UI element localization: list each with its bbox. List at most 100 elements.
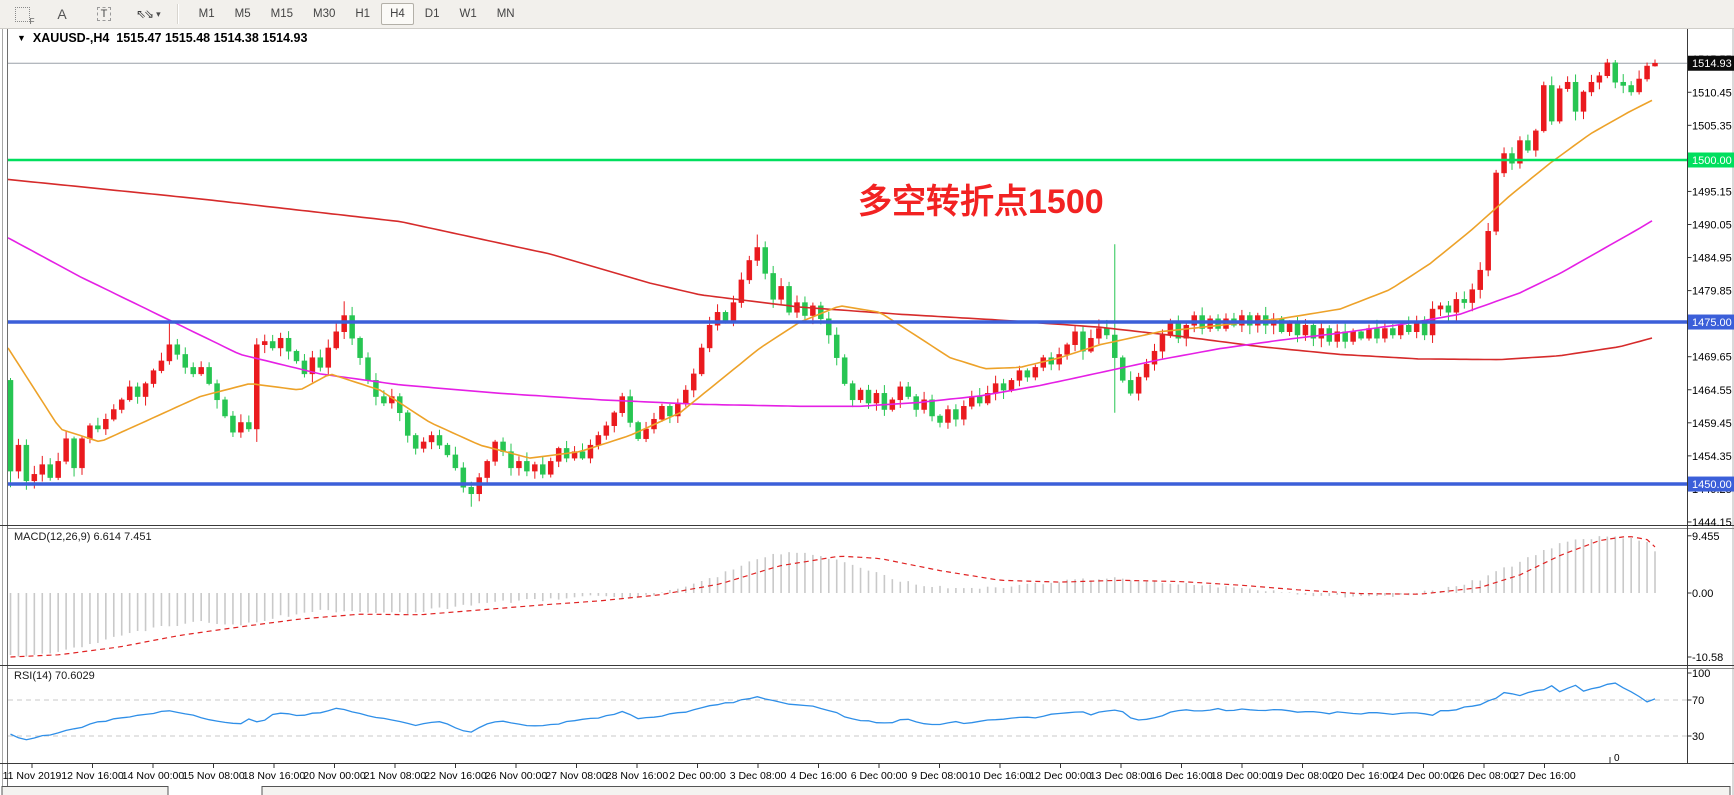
candle [214,379,220,409]
candle [1366,324,1372,341]
symbol-dropdown-icon[interactable]: ▼ [17,33,26,43]
candle [921,391,927,414]
bottom-panel-right[interactable] [261,786,1731,795]
candle [285,331,292,360]
candle [762,241,768,280]
macd-label: MACD(12,26,9) 6.614 7.451 [14,531,152,543]
timeframe-button-W1[interactable]: W1 [450,3,485,25]
timeframe-button-M1[interactable]: M1 [190,3,224,25]
candle [166,323,173,365]
candle [976,388,983,407]
indicator-axes: 9.455 0.00 -10.58 100 70 30 [1687,531,1723,743]
bottom-panel-left[interactable] [1,786,169,795]
candle [826,311,832,344]
text-box-button[interactable]: T [90,2,118,26]
svg-text:0: 0 [1614,753,1620,764]
candle [1652,59,1658,67]
candle [63,430,69,465]
candle [333,322,339,350]
candle [1088,329,1094,354]
svg-text:2 Dec 00:00: 2 Dec 00:00 [669,770,726,782]
candle [524,452,530,477]
toolbar-separator [176,4,179,24]
candle [1517,136,1523,169]
timeframe-button-D1[interactable]: D1 [416,3,449,25]
rsi-label: RSI(14) 70.6029 [14,670,95,682]
template-grid-button[interactable]: F [8,2,36,26]
candle [246,415,252,432]
candle [778,278,784,306]
candle [87,423,93,444]
svg-text:27 Dec 16:00: 27 Dec 16:00 [1513,770,1576,782]
candle [293,349,300,364]
candle [881,385,888,416]
timeframe-button-MN[interactable]: MN [488,3,524,25]
textbox-t-icon: T [96,7,112,21]
candle [1072,325,1078,352]
candle [55,452,61,481]
arrows-icon: ⇖⇘ [136,7,154,21]
candle [1405,316,1412,335]
candle [786,281,792,316]
candle [1556,85,1563,124]
candle [254,338,260,442]
candle [857,387,864,403]
svg-text:9.455: 9.455 [1692,531,1720,543]
candle [1342,323,1348,349]
candle [500,437,506,457]
timeframe-group: M1 M5 M15 M30 H1 H4 D1 W1 MN [189,3,525,25]
svg-text:1469.65: 1469.65 [1692,352,1732,364]
svg-text:1459.45: 1459.45 [1692,418,1732,430]
candle [675,398,681,423]
timeframe-button-M30[interactable]: M30 [304,3,344,25]
candle [969,390,975,410]
candle [865,384,872,409]
candle [1477,262,1483,299]
symbol-period-label: XAUUSD-,H4 [32,31,110,45]
svg-text:1479.85: 1479.85 [1692,286,1732,298]
horizontal-level-lines [8,158,1687,486]
arrows-tool-button[interactable]: ⇖⇘ ▾ [130,2,167,26]
svg-text:100: 100 [1692,668,1710,680]
svg-text:26 Nov 00:00: 26 Nov 00:00 [485,770,548,782]
candle [643,421,649,443]
macd-signal-line [10,536,1656,658]
candle [452,446,459,471]
candle [142,381,149,406]
candle [659,403,665,422]
candle [1548,76,1555,125]
candle [1390,324,1396,339]
candle [1437,302,1444,316]
candle [1119,355,1126,383]
svg-text:1490.05: 1490.05 [1692,219,1732,231]
candle [222,396,228,419]
candle [579,443,586,460]
candle [1231,312,1237,328]
timeframe-button-H4[interactable]: H4 [381,3,414,25]
candle [1580,90,1587,120]
candle [118,397,125,414]
candle [412,433,419,455]
candle [301,354,308,378]
candle [905,381,911,400]
candle [134,382,141,404]
candle [1493,169,1499,236]
candle [1628,81,1634,96]
timeframe-button-M15[interactable]: M15 [262,3,302,25]
candle [397,393,403,422]
candle [238,414,244,438]
svg-text:20 Nov 00:00: 20 Nov 00:00 [303,770,366,782]
text-label-button[interactable]: A [48,2,76,26]
svg-text:10 Dec 16:00: 10 Dec 16:00 [969,770,1032,782]
candle [698,343,705,377]
svg-text:26 Dec 08:00: 26 Dec 08:00 [1453,770,1516,782]
candle [47,458,53,481]
candle [460,462,467,493]
candle [1596,72,1603,90]
timeframe-button-M5[interactable]: M5 [226,3,260,25]
timeframe-button-H1[interactable]: H1 [346,3,379,25]
candle [1541,81,1547,133]
svg-text:27 Nov 08:00: 27 Nov 08:00 [545,770,608,782]
